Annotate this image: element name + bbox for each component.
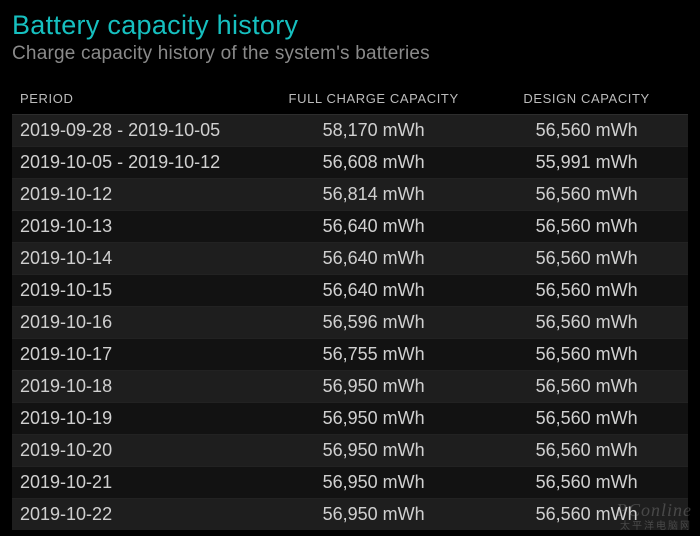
cell-period: 2019-10-05 - 2019-10-12: [12, 147, 262, 179]
cell-period: 2019-09-28 - 2019-10-05: [12, 115, 262, 147]
cell-full: 56,640 mWh: [262, 211, 485, 243]
col-header-period: PERIOD: [12, 85, 262, 115]
cell-period: 2019-10-16: [12, 307, 262, 339]
table-row: 2019-10-1256,814 mWh56,560 mWh: [12, 179, 688, 211]
table-row: 2019-10-1756,755 mWh56,560 mWh: [12, 339, 688, 371]
cell-design: 56,560 mWh: [485, 339, 688, 371]
table-row: 2019-10-1856,950 mWh56,560 mWh: [12, 371, 688, 403]
section-subtitle: Charge capacity history of the system's …: [12, 43, 688, 65]
cell-period: 2019-10-15: [12, 275, 262, 307]
cell-design: 56,560 mWh: [485, 211, 688, 243]
cell-full: 56,640 mWh: [262, 275, 485, 307]
cell-period: 2019-10-12: [12, 179, 262, 211]
cell-full: 56,596 mWh: [262, 307, 485, 339]
cell-full: 56,950 mWh: [262, 403, 485, 435]
cell-full: 56,640 mWh: [262, 243, 485, 275]
cell-full: 56,950 mWh: [262, 435, 485, 467]
cell-full: 58,170 mWh: [262, 115, 485, 147]
cell-design: 56,560 mWh: [485, 371, 688, 403]
table-header-row: PERIOD FULL CHARGE CAPACITY DESIGN CAPAC…: [12, 85, 688, 115]
cell-design: 56,560 mWh: [485, 275, 688, 307]
cell-full: 56,814 mWh: [262, 179, 485, 211]
cell-full: 56,950 mWh: [262, 499, 485, 531]
cell-full: 56,755 mWh: [262, 339, 485, 371]
table-row: 2019-10-2156,950 mWh56,560 mWh: [12, 467, 688, 499]
table-row: 2019-10-1556,640 mWh56,560 mWh: [12, 275, 688, 307]
cell-period: 2019-10-21: [12, 467, 262, 499]
table-row: 2019-10-1456,640 mWh56,560 mWh: [12, 243, 688, 275]
cell-period: 2019-10-18: [12, 371, 262, 403]
section-title: Battery capacity history: [12, 10, 688, 41]
cell-design: 56,560 mWh: [485, 115, 688, 147]
cell-design: 56,560 mWh: [485, 179, 688, 211]
battery-history-table: PERIOD FULL CHARGE CAPACITY DESIGN CAPAC…: [12, 85, 688, 530]
table-row: 2019-10-1356,640 mWh56,560 mWh: [12, 211, 688, 243]
table-row: 2019-10-2056,950 mWh56,560 mWh: [12, 435, 688, 467]
cell-full: 56,950 mWh: [262, 371, 485, 403]
table-row: 2019-10-1956,950 mWh56,560 mWh: [12, 403, 688, 435]
cell-design: 56,560 mWh: [485, 243, 688, 275]
cell-period: 2019-10-13: [12, 211, 262, 243]
table-row: 2019-10-2256,950 mWh56,560 mWh: [12, 499, 688, 531]
table-row: 2019-10-1656,596 mWh56,560 mWh: [12, 307, 688, 339]
table-row: 2019-10-05 - 2019-10-1256,608 mWh55,991 …: [12, 147, 688, 179]
cell-period: 2019-10-17: [12, 339, 262, 371]
cell-design: 56,560 mWh: [485, 499, 688, 531]
cell-period: 2019-10-14: [12, 243, 262, 275]
cell-design: 56,560 mWh: [485, 307, 688, 339]
cell-design: 56,560 mWh: [485, 467, 688, 499]
cell-design: 56,560 mWh: [485, 435, 688, 467]
cell-period: 2019-10-19: [12, 403, 262, 435]
col-header-design: DESIGN CAPACITY: [485, 85, 688, 115]
col-header-full: FULL CHARGE CAPACITY: [262, 85, 485, 115]
cell-design: 55,991 mWh: [485, 147, 688, 179]
table-row: 2019-09-28 - 2019-10-0558,170 mWh56,560 …: [12, 115, 688, 147]
cell-period: 2019-10-20: [12, 435, 262, 467]
cell-design: 56,560 mWh: [485, 403, 688, 435]
cell-full: 56,950 mWh: [262, 467, 485, 499]
cell-period: 2019-10-22: [12, 499, 262, 531]
cell-full: 56,608 mWh: [262, 147, 485, 179]
